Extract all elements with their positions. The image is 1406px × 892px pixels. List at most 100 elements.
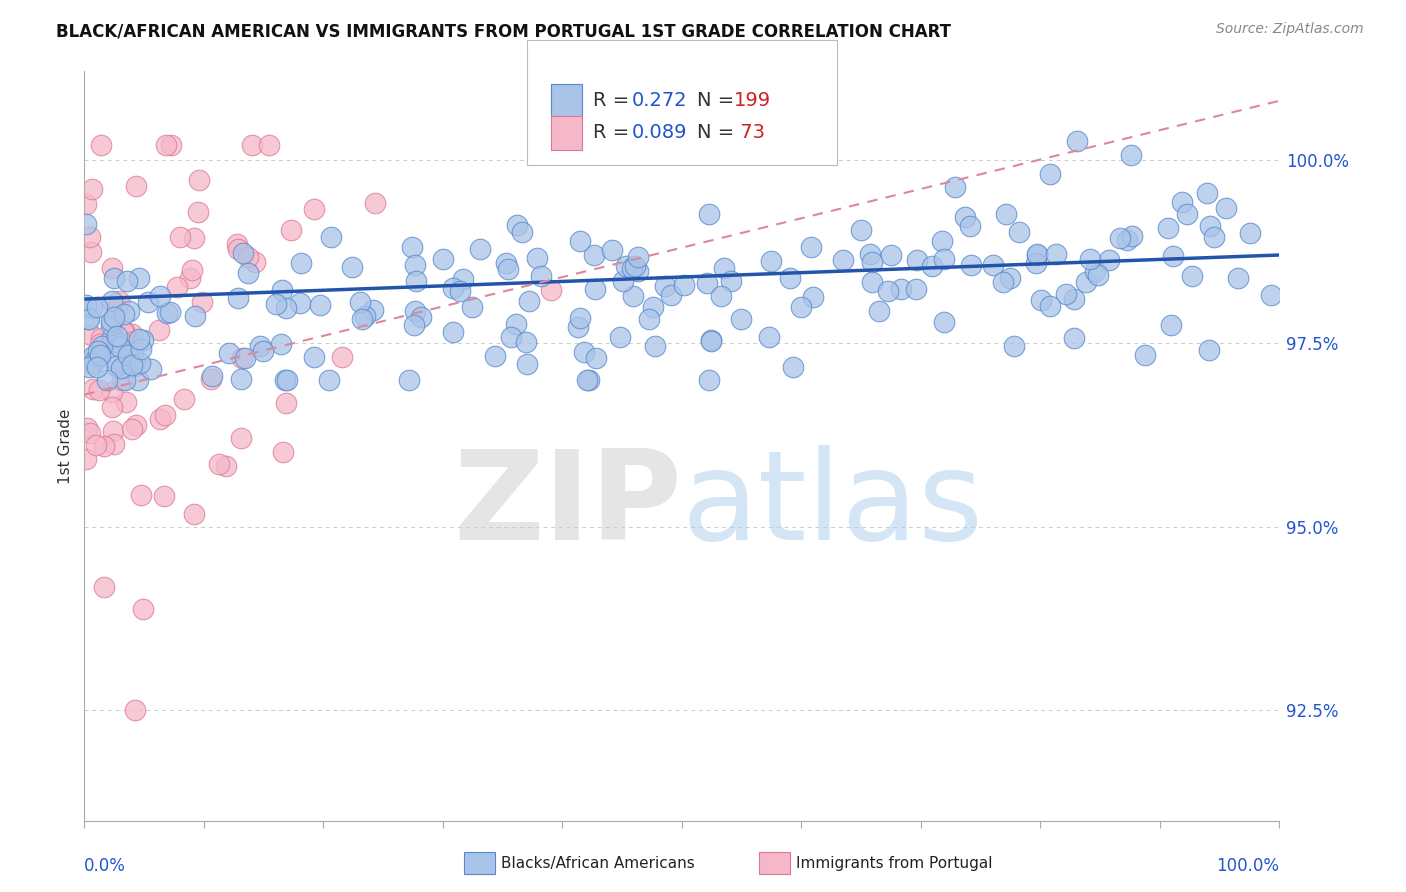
Point	[1239, 226, 1261, 240]
Point	[1045, 247, 1067, 261]
Point	[921, 260, 943, 274]
Point	[125, 418, 148, 433]
Point	[155, 137, 177, 152]
Point	[401, 240, 423, 254]
Text: atlas: atlas	[682, 445, 984, 566]
Point	[271, 283, 294, 297]
Point	[859, 246, 882, 260]
Text: 100.0%: 100.0%	[1216, 857, 1279, 875]
Text: Blacks/African Americans: Blacks/African Americans	[501, 856, 695, 871]
Point	[398, 373, 420, 387]
Point	[160, 137, 183, 152]
Point	[1226, 271, 1249, 285]
Point	[1097, 252, 1119, 267]
Point	[800, 240, 823, 254]
Point	[905, 252, 928, 267]
Point	[149, 412, 172, 426]
Point	[1078, 252, 1101, 267]
Point	[461, 301, 484, 315]
Point	[1008, 225, 1031, 239]
Point	[354, 310, 377, 324]
Point	[700, 334, 723, 348]
Point	[612, 274, 634, 288]
Point	[90, 331, 112, 345]
Point	[1156, 220, 1178, 235]
Point	[569, 311, 592, 326]
Point	[100, 260, 122, 275]
Point	[868, 303, 890, 318]
Point	[697, 207, 720, 221]
Point	[654, 279, 676, 293]
Point	[136, 294, 159, 309]
Point	[139, 362, 162, 376]
Point	[443, 325, 465, 339]
Point	[943, 180, 966, 194]
Point	[101, 400, 124, 414]
Point	[226, 237, 249, 252]
Point	[496, 261, 519, 276]
Point	[111, 373, 134, 387]
Point	[259, 137, 281, 152]
Point	[710, 289, 733, 303]
Point	[1074, 275, 1097, 289]
Point	[191, 295, 214, 310]
Point	[1025, 247, 1047, 261]
Point	[495, 256, 517, 270]
Text: R =: R =	[593, 123, 636, 143]
Point	[624, 259, 647, 273]
Text: ZIP: ZIP	[453, 445, 682, 566]
Point	[470, 242, 492, 256]
Point	[77, 312, 100, 326]
Point	[236, 250, 259, 264]
Point	[1161, 249, 1184, 263]
Point	[82, 301, 104, 315]
Point	[1133, 348, 1156, 362]
Point	[111, 324, 134, 338]
Point	[761, 253, 783, 268]
Point	[112, 307, 135, 321]
Point	[505, 317, 527, 331]
Point	[614, 259, 637, 273]
Point	[280, 223, 302, 237]
Point	[169, 230, 191, 244]
Point	[124, 359, 146, 374]
Point	[330, 350, 353, 364]
Point	[1202, 230, 1225, 244]
Point	[183, 507, 205, 521]
Point	[1000, 271, 1022, 285]
Point	[264, 297, 287, 311]
Point	[149, 288, 172, 302]
Point	[101, 329, 124, 343]
Point	[108, 293, 131, 308]
Point	[232, 245, 254, 260]
Text: N =: N =	[697, 123, 741, 143]
Point	[187, 173, 209, 187]
Point	[276, 395, 298, 409]
Point	[582, 248, 605, 262]
Point	[252, 343, 274, 358]
Point	[696, 276, 718, 290]
Point	[519, 294, 541, 309]
Text: BLACK/AFRICAN AMERICAN VS IMMIGRANTS FROM PORTUGAL 1ST GRADE CORRELATION CHART: BLACK/AFRICAN AMERICAN VS IMMIGRANTS FRO…	[56, 22, 952, 40]
Point	[86, 360, 108, 375]
Point	[183, 231, 205, 245]
Point	[567, 319, 589, 334]
Point	[583, 282, 606, 296]
Point	[93, 439, 115, 453]
Point	[1260, 287, 1282, 301]
Point	[404, 304, 426, 318]
Point	[79, 426, 101, 441]
Point	[128, 332, 150, 346]
Point	[860, 275, 883, 289]
Point	[1084, 264, 1107, 278]
Point	[276, 301, 298, 315]
Point	[530, 268, 553, 283]
Point	[110, 360, 132, 375]
Point	[730, 311, 752, 326]
Point	[641, 301, 664, 315]
Point	[700, 333, 723, 347]
Point	[1195, 186, 1218, 201]
Point	[1198, 343, 1220, 357]
Point	[1171, 194, 1194, 209]
Point	[349, 294, 371, 309]
